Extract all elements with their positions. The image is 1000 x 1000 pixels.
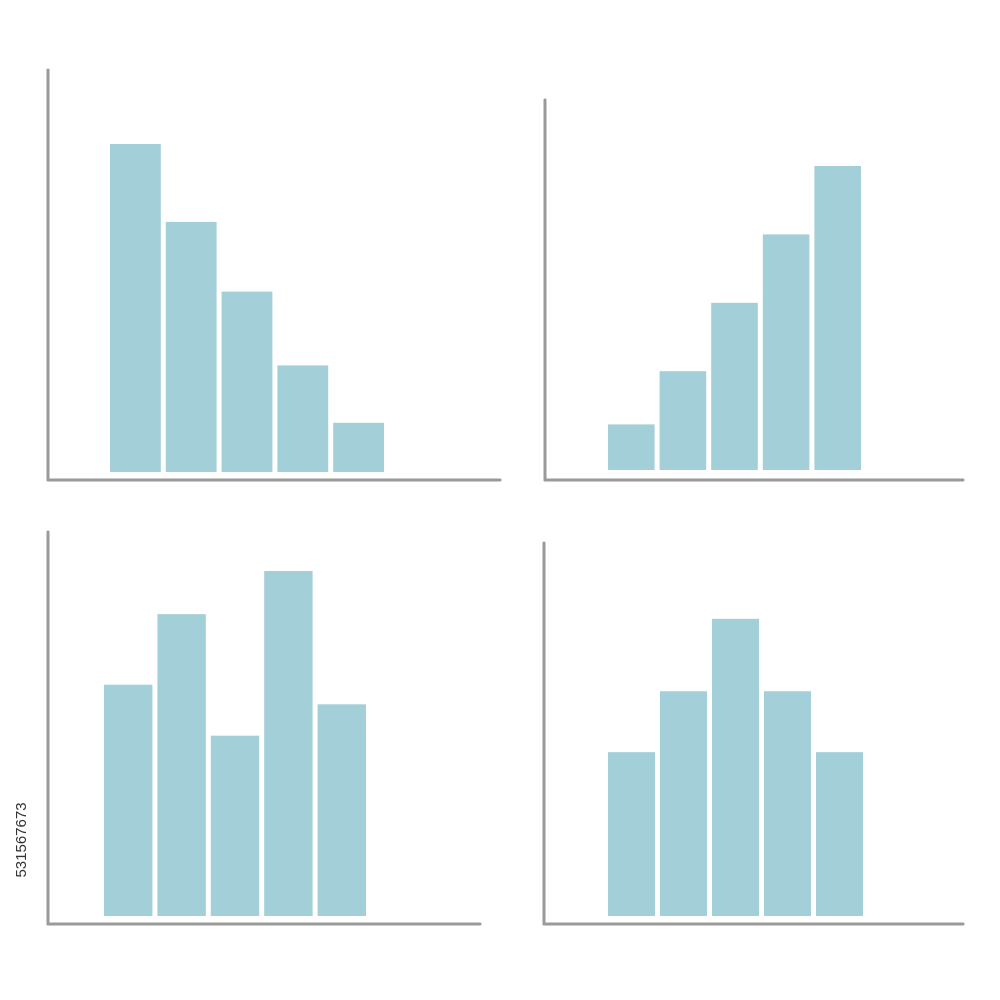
bar xyxy=(762,234,810,470)
bar xyxy=(816,752,863,916)
stock-id: 531567673 xyxy=(13,802,30,877)
bar xyxy=(660,691,707,916)
bar xyxy=(264,571,313,916)
bar xyxy=(659,371,707,470)
bar xyxy=(608,752,655,916)
bar xyxy=(712,618,759,916)
bar xyxy=(333,422,384,472)
bar xyxy=(157,614,206,916)
bar xyxy=(221,291,273,472)
bar xyxy=(277,365,329,472)
bar xyxy=(165,221,217,472)
bar xyxy=(814,166,861,470)
bar xyxy=(608,424,655,470)
bar xyxy=(104,684,153,916)
bar xyxy=(764,691,811,916)
bar xyxy=(317,704,366,916)
bar xyxy=(110,144,161,472)
bar xyxy=(210,735,260,916)
bar xyxy=(711,302,758,470)
